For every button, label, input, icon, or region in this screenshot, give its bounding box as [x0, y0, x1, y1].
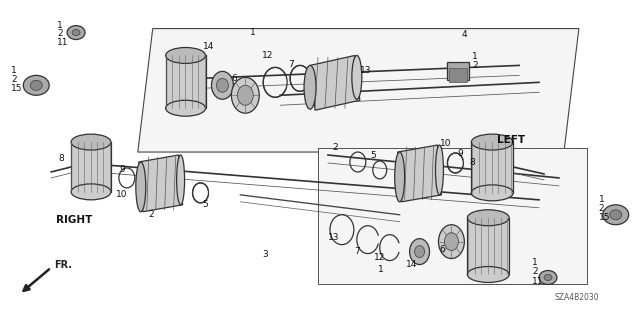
Text: 12: 12	[374, 253, 385, 262]
Text: 15: 15	[599, 213, 611, 222]
Polygon shape	[397, 145, 442, 202]
Ellipse shape	[539, 271, 557, 285]
Text: 15: 15	[12, 84, 23, 93]
Ellipse shape	[415, 246, 424, 257]
Text: 1: 1	[532, 258, 538, 267]
Polygon shape	[71, 142, 111, 192]
Polygon shape	[166, 56, 205, 108]
Text: 13: 13	[360, 66, 371, 75]
Text: 8: 8	[58, 153, 64, 162]
Bar	[449, 68, 467, 82]
Text: 7: 7	[288, 60, 294, 69]
Ellipse shape	[444, 233, 458, 251]
Ellipse shape	[610, 210, 621, 220]
Ellipse shape	[67, 26, 85, 40]
Text: 13: 13	[328, 233, 339, 242]
Ellipse shape	[352, 56, 362, 99]
Ellipse shape	[304, 65, 316, 109]
Ellipse shape	[216, 78, 228, 92]
Ellipse shape	[603, 205, 628, 225]
Ellipse shape	[71, 134, 111, 150]
Ellipse shape	[211, 71, 234, 99]
Polygon shape	[138, 29, 579, 152]
Polygon shape	[318, 148, 587, 285]
Text: 1: 1	[57, 21, 63, 30]
Text: 8: 8	[469, 159, 475, 167]
Text: 11: 11	[57, 38, 68, 47]
Ellipse shape	[471, 185, 513, 201]
Ellipse shape	[544, 274, 552, 280]
Text: 1: 1	[472, 52, 478, 61]
Ellipse shape	[136, 162, 146, 212]
Text: FR.: FR.	[54, 260, 72, 270]
Polygon shape	[139, 155, 182, 212]
Ellipse shape	[467, 267, 509, 282]
Text: 11: 11	[532, 277, 543, 286]
Text: 9: 9	[119, 166, 125, 174]
Text: 2: 2	[472, 61, 478, 70]
Text: 1: 1	[12, 66, 17, 75]
Text: 6: 6	[440, 245, 445, 254]
Text: 9: 9	[458, 149, 463, 158]
Text: 10: 10	[116, 190, 127, 199]
Text: 1: 1	[378, 265, 383, 274]
Text: LEFT: LEFT	[497, 135, 525, 145]
Text: 2: 2	[148, 210, 154, 219]
Ellipse shape	[30, 80, 42, 90]
Text: RIGHT: RIGHT	[56, 215, 93, 225]
Polygon shape	[467, 218, 509, 274]
Ellipse shape	[177, 155, 184, 205]
Text: 2: 2	[599, 204, 604, 213]
Polygon shape	[471, 142, 513, 193]
Text: 5: 5	[370, 151, 376, 160]
Text: 7: 7	[354, 247, 360, 256]
Text: 2: 2	[532, 267, 538, 276]
Ellipse shape	[435, 145, 444, 195]
Text: 2: 2	[332, 143, 337, 152]
Ellipse shape	[166, 100, 205, 116]
Ellipse shape	[232, 78, 259, 113]
Text: 4: 4	[461, 30, 467, 39]
Text: 14: 14	[202, 42, 214, 51]
Text: 2: 2	[57, 29, 63, 38]
Text: 2: 2	[12, 75, 17, 84]
Ellipse shape	[438, 225, 465, 259]
Text: 14: 14	[406, 260, 417, 269]
Ellipse shape	[395, 152, 404, 202]
Text: 12: 12	[262, 51, 274, 60]
Text: 5: 5	[202, 200, 208, 209]
Polygon shape	[310, 56, 360, 110]
Text: 1: 1	[599, 195, 605, 204]
Text: 1: 1	[250, 28, 256, 37]
Text: SZA4B2030: SZA4B2030	[555, 293, 600, 302]
Ellipse shape	[72, 30, 80, 35]
Ellipse shape	[467, 210, 509, 226]
Ellipse shape	[237, 85, 253, 105]
Ellipse shape	[71, 184, 111, 200]
Bar	[447, 63, 469, 80]
Text: 6: 6	[232, 74, 237, 83]
Text: 10: 10	[440, 138, 451, 148]
Text: 3: 3	[262, 250, 268, 259]
Ellipse shape	[166, 48, 205, 63]
Ellipse shape	[410, 239, 429, 264]
Ellipse shape	[23, 75, 49, 95]
Ellipse shape	[471, 134, 513, 150]
